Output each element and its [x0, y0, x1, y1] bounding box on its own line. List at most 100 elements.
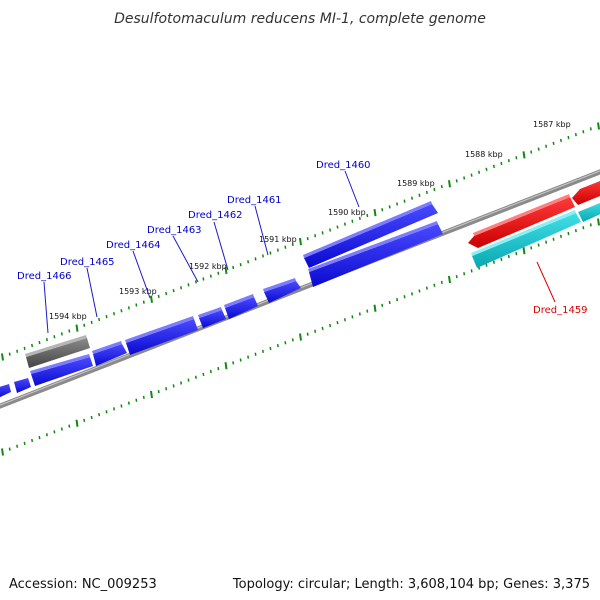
scale-ticks-upper	[1, 122, 600, 361]
gene-cyan-right[interactable]	[578, 201, 600, 222]
scale-tick-minor	[239, 262, 242, 267]
scale-tick-minor	[254, 352, 257, 356]
scale-tick-minor	[83, 323, 86, 327]
scale-tick-major	[597, 122, 600, 130]
scale-tick-minor	[31, 343, 34, 348]
scale-tick-minor	[537, 243, 540, 247]
gene-label-dred-1460[interactable]: Dred_1460	[316, 160, 371, 171]
scale-tick-minor	[358, 216, 361, 221]
gene-label-dred-1459[interactable]: Dred_1459	[533, 305, 588, 316]
gene-dred-1460-lower[interactable]	[308, 221, 443, 287]
scale-tick-minor	[60, 332, 63, 336]
scale-tick-minor	[16, 349, 19, 353]
scale-tick-minor	[142, 395, 145, 399]
scale-tick-minor	[269, 346, 272, 351]
scale-tick-minor	[157, 390, 160, 394]
gene-small-b[interactable]	[0, 384, 11, 398]
scale-tick-minor	[396, 202, 399, 206]
scale-tick-minor	[180, 286, 183, 290]
scale-tick-major	[597, 218, 600, 226]
gene-label-dred-1464[interactable]: Dred_1464	[106, 240, 161, 251]
gene-label-dred-1462[interactable]: Dred_1462	[188, 210, 243, 221]
scale-tick-minor	[142, 300, 145, 304]
scale-tick-minor	[500, 257, 503, 261]
scale-tick-minor	[560, 138, 562, 143]
scale-tick-major	[224, 266, 228, 275]
scale-tick-minor	[98, 413, 101, 417]
scale-tick-major	[75, 324, 79, 332]
gene-label-dred-1465[interactable]: Dred_1465	[60, 257, 115, 268]
gene-dred-1461[interactable]	[263, 278, 301, 303]
scale-tick-minor	[463, 272, 466, 276]
gene-dred-1459[interactable]	[468, 194, 575, 248]
topology-text: Topology: circular; Length: 3,608,104 bp…	[232, 577, 590, 592]
scale-tick-minor	[187, 378, 190, 382]
scale-tick-minor	[507, 254, 510, 259]
scale-tick-minor	[589, 127, 592, 131]
gene-cyan-left[interactable]	[471, 210, 581, 268]
scale-tick-minor	[366, 213, 369, 218]
gene-dred-1464[interactable]	[125, 316, 198, 355]
kbp-label-1590: 1590 kbp	[328, 208, 366, 217]
scale-tick-minor	[284, 245, 287, 249]
scale-tick-minor	[165, 387, 168, 391]
scale-tick-minor	[105, 410, 108, 414]
gene-dred-1460-upper[interactable]	[303, 201, 438, 268]
scale-tick-major	[150, 390, 153, 399]
scale-tick-minor	[567, 135, 570, 140]
gene-dred-1462[interactable]	[224, 294, 258, 319]
scale-tick-minor	[589, 223, 592, 227]
scale-tick-minor	[455, 275, 458, 279]
scale-tick-minor	[217, 271, 220, 275]
gene-label-dred-1461[interactable]: Dred_1461	[227, 195, 282, 206]
gene-dred-1465[interactable]	[92, 341, 127, 366]
scale-tick-minor	[68, 329, 71, 333]
gene-red-right[interactable]	[572, 179, 600, 205]
scale-tick-minor	[262, 254, 264, 258]
kbp-label-1592: 1592 kbp	[189, 262, 227, 271]
scale-tick-minor	[8, 352, 11, 356]
scale-tick-minor	[329, 228, 332, 232]
scale-tick-minor	[239, 358, 242, 362]
gene-small-a[interactable]	[14, 378, 31, 393]
scale-tick-minor	[411, 292, 413, 296]
scale-tick-minor	[306, 236, 309, 241]
leader-dred-1462	[213, 221, 229, 271]
scale-tick-minor	[16, 444, 19, 448]
gene-label-dred-1466[interactable]: Dred_1466	[17, 271, 72, 282]
scale-tick-minor	[411, 196, 413, 200]
scale-tick-minor	[500, 161, 503, 166]
scale-tick-minor	[38, 436, 41, 440]
gene-dred-1463[interactable]	[198, 307, 226, 328]
leader-dred-1465	[86, 267, 98, 318]
scale-tick-minor	[53, 335, 56, 339]
scale-tick-minor	[440, 280, 443, 284]
scale-tick-minor	[433, 283, 436, 287]
scale-tick-minor	[537, 147, 540, 151]
backbone	[0, 169, 600, 409]
scale-tick-minor	[582, 226, 585, 230]
gene-label-dred-1463[interactable]: Dred_1463	[147, 225, 202, 236]
scale-tick-minor	[463, 176, 466, 180]
scale-tick-minor	[418, 193, 421, 197]
scale-tick-minor	[314, 329, 317, 333]
gene-feature-gray[interactable]	[25, 335, 90, 368]
scale-tick-minor	[574, 133, 577, 137]
scale-tick-minor	[31, 438, 34, 443]
scale-tick-minor	[120, 404, 123, 408]
scale-tick-minor	[187, 283, 190, 287]
scale-tick-minor	[23, 346, 26, 350]
scale-tick-minor	[38, 340, 41, 345]
scale-tick-minor	[507, 159, 510, 163]
scale-tick-minor	[45, 433, 48, 437]
scale-tick-minor	[470, 269, 473, 273]
scale-tick-minor	[545, 240, 548, 244]
scale-tick-minor	[306, 332, 309, 336]
scale-tick-minor	[53, 430, 56, 434]
scale-tick-minor	[276, 344, 279, 348]
scale-tick-minor	[202, 277, 205, 281]
scale-tick-minor	[172, 384, 175, 388]
scale-tick-minor	[8, 447, 11, 451]
gene-dred-1466[interactable]	[30, 354, 93, 386]
kbp-labels: 1587 kbp 1588 kbp 1589 kbp 1590 kbp 1591…	[49, 120, 571, 321]
